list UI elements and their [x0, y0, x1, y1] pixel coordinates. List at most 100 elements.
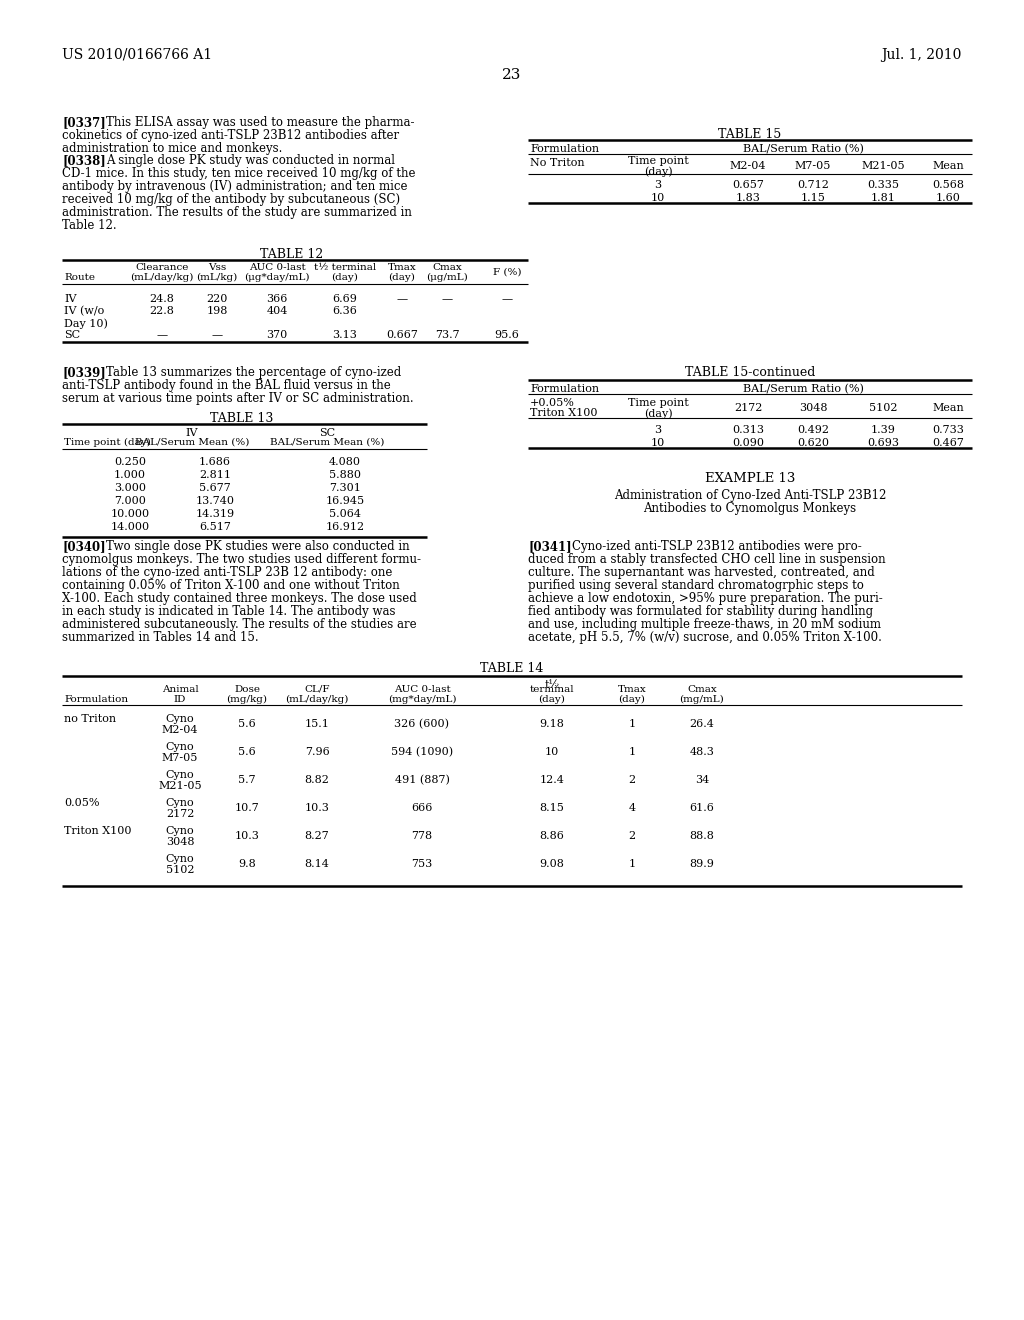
Text: Route: Route — [63, 273, 95, 282]
Text: 3: 3 — [654, 180, 662, 190]
Text: 6.69: 6.69 — [333, 294, 357, 304]
Text: containing 0.05% of Triton X-100 and one without Triton: containing 0.05% of Triton X-100 and one… — [62, 579, 399, 591]
Text: 1: 1 — [629, 747, 636, 756]
Text: Time point: Time point — [628, 156, 688, 166]
Text: (mL/day/kg): (mL/day/kg) — [286, 696, 349, 704]
Text: (day): (day) — [644, 166, 673, 177]
Text: A single dose PK study was conducted in normal: A single dose PK study was conducted in … — [106, 154, 395, 168]
Text: No Triton: No Triton — [530, 158, 585, 168]
Text: Tmax: Tmax — [617, 685, 646, 694]
Text: 23: 23 — [503, 69, 521, 82]
Text: Cyno: Cyno — [166, 826, 195, 836]
Text: 0.733: 0.733 — [932, 425, 964, 436]
Text: Triton X100: Triton X100 — [530, 408, 597, 418]
Text: 10: 10 — [651, 193, 666, 203]
Text: (day): (day) — [644, 408, 673, 418]
Text: TABLE 13: TABLE 13 — [210, 412, 273, 425]
Text: [0341]: [0341] — [528, 540, 571, 553]
Text: Cyno: Cyno — [166, 799, 195, 808]
Text: lations of the cyno-ized anti-TSLP 23B 12 antibody: one: lations of the cyno-ized anti-TSLP 23B 1… — [62, 566, 392, 579]
Text: 34: 34 — [695, 775, 710, 785]
Text: 16.912: 16.912 — [326, 521, 365, 532]
Text: 2.811: 2.811 — [199, 470, 231, 480]
Text: administration. The results of the study are summarized in: administration. The results of the study… — [62, 206, 412, 219]
Text: 8.15: 8.15 — [540, 803, 564, 813]
Text: 26.4: 26.4 — [689, 719, 715, 729]
Text: 326 (600): 326 (600) — [394, 719, 450, 730]
Text: AUC 0-last: AUC 0-last — [393, 685, 451, 694]
Text: 404: 404 — [266, 306, 288, 315]
Text: 0.090: 0.090 — [732, 438, 764, 447]
Text: 14.319: 14.319 — [196, 510, 234, 519]
Text: 0.620: 0.620 — [797, 438, 829, 447]
Text: (mL/day/kg): (mL/day/kg) — [130, 273, 194, 282]
Text: TABLE 15-continued: TABLE 15-continued — [685, 366, 815, 379]
Text: anti-TSLP antibody found in the BAL fluid versus in the: anti-TSLP antibody found in the BAL flui… — [62, 379, 391, 392]
Text: 7.000: 7.000 — [114, 496, 146, 506]
Text: F (%): F (%) — [493, 268, 521, 277]
Text: 370: 370 — [266, 330, 288, 341]
Text: (mg*day/mL): (mg*day/mL) — [388, 696, 457, 704]
Text: 8.82: 8.82 — [304, 775, 330, 785]
Text: Triton X100: Triton X100 — [63, 826, 131, 836]
Text: M21-05: M21-05 — [158, 781, 202, 791]
Text: —: — — [211, 330, 222, 341]
Text: 5102: 5102 — [166, 865, 195, 875]
Text: Table 12.: Table 12. — [62, 219, 117, 232]
Text: TABLE 15: TABLE 15 — [719, 128, 781, 141]
Text: 1.60: 1.60 — [936, 193, 961, 203]
Text: 0.313: 0.313 — [732, 425, 764, 436]
Text: BAL/Serum Ratio (%): BAL/Serum Ratio (%) — [742, 384, 863, 395]
Text: Time point (day): Time point (day) — [63, 438, 151, 447]
Text: 5.677: 5.677 — [199, 483, 230, 492]
Text: X-100. Each study contained three monkeys. The dose used: X-100. Each study contained three monkey… — [62, 591, 417, 605]
Text: 1.686: 1.686 — [199, 457, 231, 467]
Text: 48.3: 48.3 — [689, 747, 715, 756]
Text: 10.3: 10.3 — [304, 803, 330, 813]
Text: IV (w/o: IV (w/o — [63, 306, 104, 317]
Text: 14.000: 14.000 — [111, 521, 150, 532]
Text: SC: SC — [318, 428, 335, 438]
Text: Cyno-ized anti-TSLP 23B12 antibodies were pro-: Cyno-ized anti-TSLP 23B12 antibodies wer… — [572, 540, 862, 553]
Text: 1.83: 1.83 — [735, 193, 761, 203]
Text: IV: IV — [185, 428, 199, 438]
Text: achieve a low endotoxin, >95% pure preparation. The puri-: achieve a low endotoxin, >95% pure prepa… — [528, 591, 883, 605]
Text: Animal: Animal — [162, 685, 199, 694]
Text: 0.250: 0.250 — [114, 457, 146, 467]
Text: 3: 3 — [654, 425, 662, 436]
Text: Dose: Dose — [234, 685, 260, 694]
Text: duced from a stably transfected CHO cell line in suspension: duced from a stably transfected CHO cell… — [528, 553, 886, 566]
Text: Cmax: Cmax — [687, 685, 717, 694]
Text: 5.6: 5.6 — [239, 719, 256, 729]
Text: 0.568: 0.568 — [932, 180, 964, 190]
Text: 0.657: 0.657 — [732, 180, 764, 190]
Text: t½ terminal: t½ terminal — [314, 263, 376, 272]
Text: Jul. 1, 2010: Jul. 1, 2010 — [882, 48, 962, 62]
Text: 10.000: 10.000 — [111, 510, 150, 519]
Text: 10: 10 — [545, 747, 559, 756]
Text: —: — — [502, 294, 513, 304]
Text: [0338]: [0338] — [62, 154, 105, 168]
Text: 666: 666 — [412, 803, 433, 813]
Text: 2: 2 — [629, 775, 636, 785]
Text: (mg/kg): (mg/kg) — [226, 696, 267, 704]
Text: US 2010/0166766 A1: US 2010/0166766 A1 — [62, 48, 212, 62]
Text: cokinetics of cyno-ized anti-TSLP 23B12 antibodies after: cokinetics of cyno-ized anti-TSLP 23B12 … — [62, 129, 399, 143]
Text: BAL/Serum Mean (%): BAL/Serum Mean (%) — [269, 438, 384, 447]
Text: 0.693: 0.693 — [867, 438, 899, 447]
Text: (day): (day) — [539, 696, 565, 704]
Text: Day 10): Day 10) — [63, 318, 108, 329]
Text: 73.7: 73.7 — [434, 330, 460, 341]
Text: cynomolgus monkeys. The two studies used different formu-: cynomolgus monkeys. The two studies used… — [62, 553, 421, 566]
Text: 13.740: 13.740 — [196, 496, 234, 506]
Text: ID: ID — [174, 696, 186, 704]
Text: SC: SC — [63, 330, 80, 341]
Text: 3048: 3048 — [166, 837, 195, 847]
Text: M2-04: M2-04 — [162, 725, 199, 735]
Text: TABLE 14: TABLE 14 — [480, 663, 544, 675]
Text: 2172: 2172 — [166, 809, 195, 818]
Text: This ELISA assay was used to measure the pharma-: This ELISA assay was used to measure the… — [106, 116, 415, 129]
Text: 6.36: 6.36 — [333, 306, 357, 315]
Text: summarized in Tables 14 and 15.: summarized in Tables 14 and 15. — [62, 631, 259, 644]
Text: 22.8: 22.8 — [150, 306, 174, 315]
